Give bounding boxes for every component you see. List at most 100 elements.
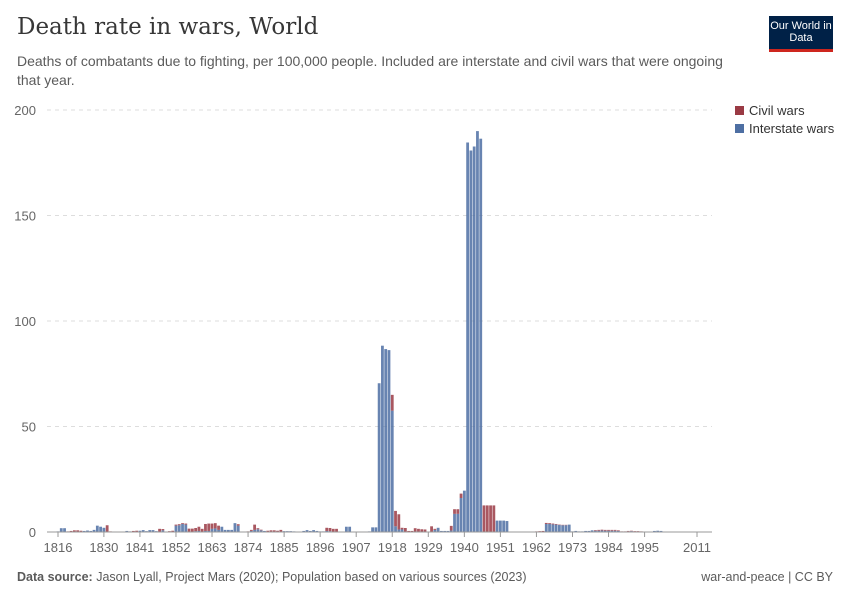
bar-civil[interactable]	[600, 529, 604, 531]
bar-civil[interactable]	[213, 523, 217, 529]
bar-civil[interactable]	[413, 528, 417, 532]
bar-interstate[interactable]	[141, 530, 145, 532]
bar-civil[interactable]	[217, 525, 220, 530]
bar-interstate[interactable]	[249, 530, 253, 532]
owid-logo[interactable]: Our World in Data	[769, 16, 833, 52]
bar-interstate[interactable]	[564, 525, 568, 532]
bar-interstate[interactable]	[472, 146, 476, 533]
bar-civil[interactable]	[197, 526, 201, 531]
bar-civil[interactable]	[394, 510, 397, 527]
bar-civil[interactable]	[400, 527, 404, 530]
bar-interstate[interactable]	[177, 525, 181, 532]
bar-interstate[interactable]	[440, 530, 443, 532]
bar-civil[interactable]	[544, 522, 548, 524]
bar-civil[interactable]	[279, 529, 283, 532]
bar-interstate[interactable]	[603, 530, 607, 532]
bar-civil[interactable]	[184, 523, 188, 525]
bar-interstate[interactable]	[138, 530, 142, 532]
bar-interstate[interactable]	[557, 525, 561, 532]
bar-interstate[interactable]	[436, 527, 440, 532]
bar-civil[interactable]	[603, 529, 607, 531]
bar-civil[interactable]	[276, 530, 279, 532]
bar-interstate[interactable]	[466, 142, 470, 532]
bar-interstate[interactable]	[381, 345, 384, 532]
bar-interstate[interactable]	[446, 530, 450, 532]
bar-interstate[interactable]	[607, 530, 610, 532]
bar-interstate[interactable]	[584, 530, 587, 532]
bar-interstate[interactable]	[82, 530, 86, 532]
bar-interstate[interactable]	[377, 383, 381, 532]
bar-interstate[interactable]	[479, 138, 483, 533]
bar-civil[interactable]	[76, 530, 80, 532]
bar-interstate[interactable]	[63, 528, 66, 532]
bar-civil[interactable]	[390, 394, 394, 411]
bar-interstate[interactable]	[600, 530, 604, 532]
bar-civil[interactable]	[403, 527, 407, 532]
bar-interstate[interactable]	[92, 529, 96, 532]
bar-civil[interactable]	[190, 528, 194, 532]
bar-interstate[interactable]	[148, 530, 152, 532]
bar-interstate[interactable]	[305, 530, 309, 532]
license-link[interactable]: war-and-peace | CC BY	[701, 570, 833, 584]
bar-interstate[interactable]	[567, 524, 571, 532]
bar-civil[interactable]	[607, 529, 610, 531]
legend-civil-wars[interactable]: Civil wars	[735, 103, 805, 118]
bar-interstate[interactable]	[469, 150, 473, 532]
bar-interstate[interactable]	[253, 529, 257, 532]
bar-interstate[interactable]	[348, 526, 352, 532]
bar-interstate[interactable]	[548, 523, 551, 532]
bar-interstate[interactable]	[95, 525, 99, 532]
bar-civil[interactable]	[417, 528, 420, 532]
bar-interstate[interactable]	[590, 530, 594, 532]
bar-civil[interactable]	[272, 530, 276, 532]
bar-civil[interactable]	[210, 523, 214, 529]
bar-interstate[interactable]	[656, 530, 660, 532]
bar-civil[interactable]	[249, 529, 253, 531]
bar-civil[interactable]	[105, 525, 109, 532]
bar-interstate[interactable]	[387, 350, 391, 532]
bar-civil[interactable]	[177, 524, 181, 526]
bar-interstate[interactable]	[86, 530, 89, 532]
bar-interstate[interactable]	[433, 529, 437, 532]
bar-interstate[interactable]	[659, 530, 663, 532]
bar-interstate[interactable]	[505, 521, 509, 532]
bar-civil[interactable]	[594, 530, 597, 531]
bar-civil[interactable]	[407, 530, 411, 532]
bar-interstate[interactable]	[371, 527, 374, 532]
bar-interstate[interactable]	[502, 520, 506, 532]
bar-civil[interactable]	[259, 529, 263, 531]
bar-interstate[interactable]	[217, 529, 220, 532]
bar-interstate[interactable]	[174, 525, 178, 532]
bar-interstate[interactable]	[449, 530, 453, 532]
bar-civil[interactable]	[236, 524, 240, 526]
bar-civil[interactable]	[554, 523, 558, 525]
bar-interstate[interactable]	[263, 530, 266, 532]
bar-civil[interactable]	[616, 530, 620, 531]
bar-civil[interactable]	[492, 505, 496, 532]
bar-interstate[interactable]	[197, 530, 201, 532]
bar-civil[interactable]	[397, 514, 401, 530]
bar-civil[interactable]	[204, 523, 207, 531]
bar-interstate[interactable]	[462, 490, 466, 532]
bar-civil[interactable]	[174, 524, 178, 526]
bar-interstate[interactable]	[184, 524, 188, 532]
bar-civil[interactable]	[459, 493, 463, 499]
bar-interstate[interactable]	[476, 131, 479, 532]
legend-interstate-wars[interactable]: Interstate wars	[735, 121, 834, 136]
bar-civil[interactable]	[548, 523, 551, 524]
bar-civil[interactable]	[135, 530, 139, 532]
bar-interstate[interactable]	[587, 530, 591, 532]
bar-interstate[interactable]	[210, 528, 214, 532]
bar-civil[interactable]	[181, 523, 184, 524]
bar-civil[interactable]	[69, 530, 73, 532]
bar-interstate[interactable]	[390, 410, 394, 532]
bar-civil[interactable]	[597, 529, 601, 531]
bar-civil[interactable]	[489, 505, 492, 532]
bar-interstate[interactable]	[453, 513, 456, 532]
bar-interstate[interactable]	[233, 523, 237, 532]
bar-civil[interactable]	[433, 528, 437, 530]
bar-interstate[interactable]	[613, 530, 617, 532]
bar-interstate[interactable]	[551, 524, 555, 532]
bar-interstate[interactable]	[151, 530, 155, 532]
bar-civil[interactable]	[161, 529, 165, 531]
